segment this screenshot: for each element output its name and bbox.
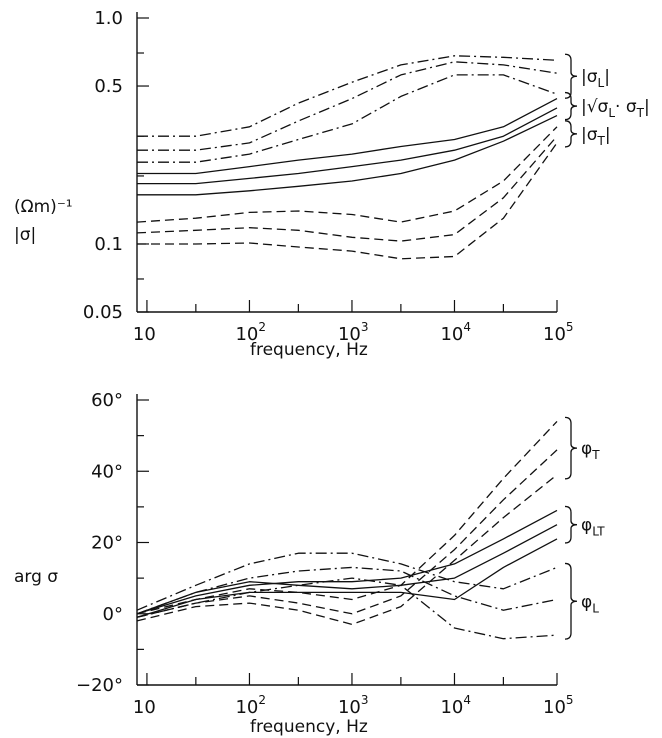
series-line-sigma_L-1 <box>137 61 558 151</box>
series-line-phi_L-8 <box>136 577 558 640</box>
series-line-sigma_T-7 <box>136 135 558 242</box>
x-tick-label: 10 <box>133 697 156 718</box>
series-line-sigma_T-8 <box>137 142 558 260</box>
axes: 10 102 103 104 105 1.0 0.5 0.1 0.05 <box>83 8 574 345</box>
y-tick-label: 60° <box>91 390 123 411</box>
series-line-sigma_T-6 <box>136 126 558 223</box>
legend: φT φLT φL <box>564 416 605 640</box>
legend-brace-phi_LT <box>564 505 578 544</box>
series-group <box>136 55 558 260</box>
series-line-phi_LT-4 <box>136 524 558 615</box>
axes: 10 102 103 104 105 60° 40° 20° 0° −20° <box>76 390 574 718</box>
series-line-sigma_L-2 <box>137 74 558 163</box>
legend-brace-phi_L <box>564 562 578 640</box>
y-tick-label: 0° <box>103 604 123 625</box>
legend-brace-sigma_T <box>564 120 578 148</box>
legend-brace-phi_T <box>564 416 578 480</box>
conductivity-phase-chart: 10 102 103 104 105 60° 40° 20° 0° −20° φT φLT φL ar… <box>14 390 605 737</box>
series-group <box>136 420 558 640</box>
y-tick-label: 40° <box>91 461 123 482</box>
y-axis-unit: (Ωm)⁻¹ <box>14 197 73 217</box>
legend-label-phi_L: φL <box>581 592 599 615</box>
legend-brace-sigma_LT <box>564 91 578 121</box>
y-tick-label: 0.1 <box>94 234 123 255</box>
x-tick-label: 102 <box>235 693 266 718</box>
y-tick-label: 0.05 <box>83 302 123 323</box>
y-tick-label: 1.0 <box>94 8 123 29</box>
series-line-sigma_LT-3 <box>137 98 558 175</box>
x-axis-label: frequency, Hz <box>250 717 368 737</box>
x-tick-label: 10 <box>133 324 156 345</box>
y-tick-label: −20° <box>76 675 123 696</box>
x-tick-label: 102 <box>235 320 266 345</box>
legend-label-sigma_LT: |√σL· σT| <box>581 97 650 120</box>
series-line-phi_T-1 <box>136 449 558 618</box>
legend-label-phi_T: φT <box>581 439 600 462</box>
series-line-phi_L-7 <box>136 566 558 615</box>
y-tick-label: 0.5 <box>94 76 123 97</box>
series-line-phi_LT-3 <box>136 509 558 615</box>
series-line-phi_L-6 <box>136 552 558 611</box>
series-line-phi_T-2 <box>136 474 558 626</box>
series-line-phi_LT-5 <box>136 538 558 618</box>
series-line-sigma_L-0 <box>137 55 558 137</box>
legend-label-sigma_T: |σT| <box>581 125 611 148</box>
x-tick-label: 105 <box>543 693 574 718</box>
y-tick-label: 20° <box>91 533 123 554</box>
series-line-sigma_LT-5 <box>137 115 558 196</box>
series-line-phi_T-0 <box>136 420 558 615</box>
series-line-sigma_LT-4 <box>137 107 558 185</box>
x-tick-label: 103 <box>338 693 369 718</box>
x-tick-label: 104 <box>440 320 471 345</box>
x-tick-label: 103 <box>338 320 369 345</box>
legend-label-sigma_L: |σL| <box>581 67 610 90</box>
legend-label-phi_LT: φLT <box>581 516 605 539</box>
x-tick-label: 104 <box>440 693 471 718</box>
y-axis-label: arg σ <box>14 567 58 587</box>
legend-brace-sigma_L <box>564 53 578 99</box>
x-axis-label: frequency, Hz <box>250 340 368 360</box>
x-tick-label: 105 <box>543 320 574 345</box>
legend: |σL| |√σL· σT| |σT| <box>564 53 650 148</box>
y-axis-label: |σ| <box>14 225 36 245</box>
conductivity-magnitude-chart: 10 102 103 104 105 1.0 0.5 0.1 0.05 |σL| |√σL· σT… <box>14 8 650 360</box>
